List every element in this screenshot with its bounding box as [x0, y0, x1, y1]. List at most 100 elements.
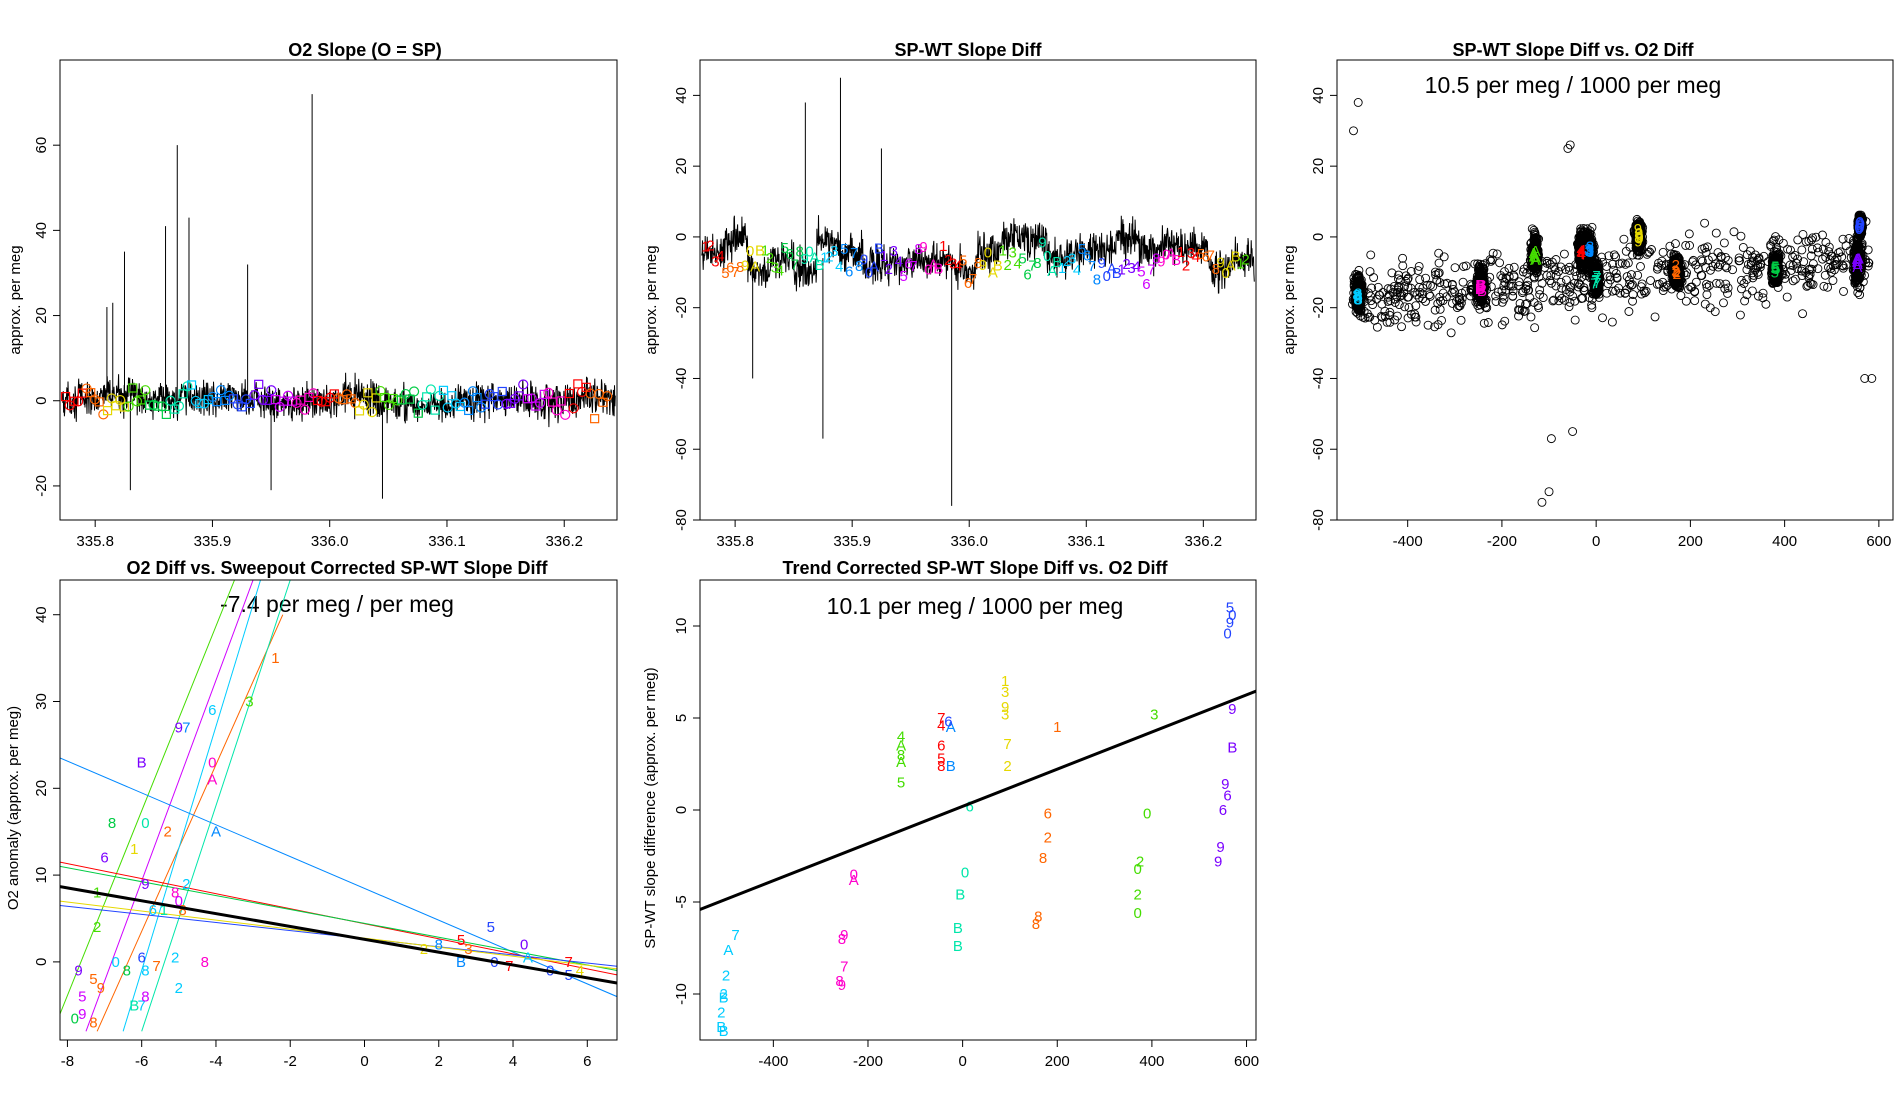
- point-label: A: [928, 257, 938, 274]
- circle-marker: [123, 401, 134, 412]
- data-point-label: 6: [1044, 806, 1052, 823]
- y-tick-label: 0: [33, 397, 50, 405]
- point-label: 7: [791, 256, 799, 273]
- data-point-label: 1: [271, 650, 279, 667]
- data-point-label: 6: [944, 714, 952, 731]
- cluster-label: 2: [1672, 257, 1680, 274]
- data-point-label: 2: [164, 824, 172, 841]
- point-label: B: [1052, 254, 1062, 271]
- point-label: 4: [1073, 262, 1081, 279]
- point-label: 3: [1009, 245, 1017, 262]
- point-label: 2: [885, 261, 893, 278]
- square-marker: [136, 395, 146, 405]
- scatter-point: [1352, 298, 1362, 308]
- point-label: 5: [1137, 264, 1145, 281]
- point-label: B: [1231, 248, 1241, 265]
- y-tick-label: 10: [673, 618, 690, 635]
- data-point-label: 2: [175, 980, 183, 997]
- point-label: 0: [984, 245, 992, 262]
- point-label: A: [988, 265, 998, 282]
- x-tick-label: 0: [1592, 533, 1600, 550]
- circle-marker: [173, 400, 185, 412]
- data-point-label: B: [946, 758, 956, 775]
- point-label: A: [810, 250, 820, 267]
- point-label: 3: [1068, 251, 1076, 268]
- y-tick-label: -20: [33, 475, 50, 497]
- point-label: 5: [721, 265, 729, 282]
- square-marker: [422, 392, 432, 402]
- point-label: 0: [1043, 248, 1051, 265]
- data-point-label: 8: [108, 815, 116, 832]
- square-marker: [60, 392, 71, 402]
- data-point-label: 7: [182, 720, 190, 737]
- point-label: A: [1107, 260, 1117, 277]
- point-label: B: [814, 257, 824, 274]
- point-label: 4: [895, 253, 903, 270]
- point-label: 6: [1023, 267, 1031, 284]
- panel-slope-diff-vs-o2-diff: SP-WT Slope Diff vs. O2 Diff 10.5 per me…: [1281, 40, 1894, 550]
- data-point-label: B: [719, 1023, 729, 1040]
- y-tick-label: -60: [1310, 438, 1327, 460]
- y-tick-label: 20: [1310, 158, 1327, 175]
- square-marker: [405, 394, 415, 404]
- point-label: 2: [766, 250, 774, 267]
- data-point-label: 7: [505, 958, 513, 975]
- cluster-label: 5: [1770, 261, 1778, 278]
- y-axis-label: approx. per meg: [7, 245, 24, 354]
- point-label: A: [1166, 246, 1176, 263]
- square-marker: [590, 414, 600, 424]
- point-label: 8: [974, 255, 982, 272]
- data-point-label: 9: [175, 720, 183, 737]
- point-label: 5: [1078, 241, 1086, 258]
- data-point-label: 8: [937, 758, 945, 775]
- point-label: 0: [746, 243, 754, 260]
- scatter-point: [1526, 239, 1536, 248]
- data-point-label: A: [211, 824, 221, 841]
- data-point-label: A: [896, 754, 906, 771]
- data-point-label: 8: [201, 954, 209, 971]
- y-tick-label: 20: [673, 158, 690, 175]
- point-label: 6: [964, 275, 972, 292]
- panel-title: SP-WT Slope Diff: [895, 40, 1043, 60]
- y-tick-label: -10: [673, 983, 690, 1005]
- data-point-label: 7: [152, 958, 160, 975]
- square-marker: [438, 385, 449, 395]
- point-label: B: [1112, 265, 1122, 282]
- y-tick-label: -60: [673, 438, 690, 460]
- point-label: 3: [1187, 245, 1195, 262]
- data-point-label: 8: [1039, 850, 1047, 867]
- square-marker: [413, 408, 423, 418]
- data-point-label: 9: [97, 980, 105, 997]
- point-label: 2: [1241, 251, 1249, 268]
- data-point-label: 8: [141, 989, 149, 1006]
- point-label: 2: [1004, 257, 1012, 274]
- y-tick-label: 20: [33, 780, 50, 797]
- data-point-label: B: [955, 887, 965, 904]
- circle-marker: [518, 379, 529, 390]
- scatter-point: [1531, 258, 1541, 268]
- point-label: 8: [1212, 261, 1220, 278]
- point-label: 7: [909, 258, 917, 275]
- cluster-label: 8: [1353, 292, 1361, 309]
- x-tick-label: 336.2: [545, 533, 583, 550]
- series-line: [701, 215, 1255, 294]
- x-tick-label: -2: [284, 1053, 297, 1070]
- data-point-label: B: [137, 754, 147, 771]
- y-tick-label: -20: [673, 297, 690, 319]
- x-tick-label: -8: [61, 1053, 74, 1070]
- x-tick-label: -6: [135, 1053, 148, 1070]
- x-tick-label: 600: [1866, 533, 1891, 550]
- point-label: A: [750, 259, 760, 276]
- data-point-label: 3: [1150, 706, 1158, 723]
- y-tick-label: -40: [673, 368, 690, 390]
- y-tick-label: -5: [673, 895, 690, 908]
- square-marker: [522, 394, 533, 404]
- point-label: 7: [1207, 247, 1215, 264]
- point-label: 5: [781, 240, 789, 257]
- panel-o2-slope: O2 Slope (O = SP) approx. per meg 335.8 3…: [7, 40, 618, 550]
- point-label: 0: [805, 244, 813, 261]
- x-tick-label: 2: [435, 1053, 443, 1070]
- point-label: B: [993, 258, 1003, 275]
- circle-marker: [299, 404, 311, 415]
- point-label: 3: [830, 243, 838, 260]
